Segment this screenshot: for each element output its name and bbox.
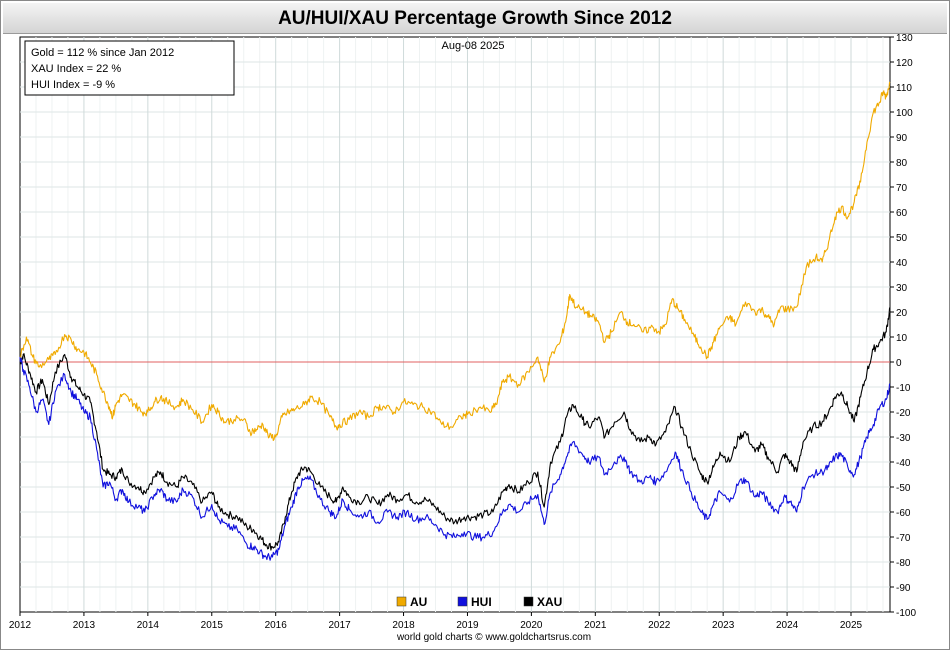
y-tick-label: -70	[896, 533, 911, 544]
y-tick-label: -80	[896, 558, 911, 569]
y-tick-label: 130	[896, 33, 913, 44]
y-tick-label: -10	[896, 383, 911, 394]
y-tick-label: -60	[896, 508, 911, 519]
y-tick-label: 70	[896, 183, 908, 194]
x-tick-label: 2021	[584, 620, 607, 631]
x-tick-label: 2016	[265, 620, 288, 631]
x-tick-label: 2015	[201, 620, 224, 631]
legend-swatch-hui	[457, 596, 468, 607]
y-tick-label: 110	[896, 83, 912, 94]
series-line-au	[19, 81, 891, 442]
y-tick-label: 10	[896, 333, 908, 344]
series-line-hui	[19, 356, 891, 561]
credit-text: world gold charts © www.goldchartsrus.co…	[396, 632, 591, 643]
stats-line-xau: XAU Index = 22 %	[31, 63, 121, 75]
y-tick-label: -40	[896, 458, 911, 469]
grid	[20, 37, 890, 612]
title-bar: AU/HUI/XAU Percentage Growth Since 2012	[3, 3, 947, 34]
y-tick-label: 50	[896, 233, 908, 244]
x-tick-label: 2014	[137, 620, 160, 631]
y-tick-label: -50	[896, 483, 911, 494]
y-tick-label: 100	[896, 108, 913, 119]
y-tick-label: 20	[896, 308, 908, 319]
legend-label-hui: HUI	[471, 595, 492, 609]
y-tick-label: -100	[896, 608, 916, 619]
y-tick-label: 60	[896, 208, 908, 219]
chart-title: AU/HUI/XAU Percentage Growth Since 2012	[278, 8, 672, 29]
y-tick-label: 120	[896, 58, 913, 69]
x-tick-label: 2012	[9, 620, 32, 631]
series-group	[19, 81, 891, 561]
y-tick-label: 40	[896, 258, 908, 269]
x-tick-label: 2017	[328, 620, 351, 631]
y-tick-label: 80	[896, 158, 908, 169]
legend-swatch-au	[396, 596, 407, 607]
x-tick-label: 2018	[392, 620, 415, 631]
y-tick-label: -20	[896, 408, 911, 419]
x-tick-label: 2022	[648, 620, 671, 631]
y-tick-label: 90	[896, 133, 908, 144]
y-tick-label: 30	[896, 283, 908, 294]
stats-line-hui: HUI Index = -9 %	[31, 79, 115, 91]
y-tick-label: -30	[896, 433, 911, 444]
x-tick-label: 2020	[520, 620, 543, 631]
y-axis: 1301201101009080706050403020100-10-20-30…	[890, 33, 916, 619]
stats-line-gold: Gold = 112 % since Jan 2012	[31, 47, 174, 59]
series-line-xau	[19, 306, 891, 551]
x-tick-label: 2024	[776, 620, 799, 631]
legend-label-xau: XAU	[537, 595, 562, 609]
y-tick-label: -90	[896, 583, 911, 594]
legend: AU HUI XAU	[396, 595, 562, 609]
x-tick-label: 2025	[840, 620, 863, 631]
x-tick-label: 2023	[712, 620, 735, 631]
x-tick-label: 2013	[73, 620, 96, 631]
stats-box	[24, 40, 235, 96]
plot-area	[19, 36, 891, 613]
x-axis: 2012 2013 2014 2015 2016 2017 2018 2019 2020 2021…	[9, 612, 863, 631]
y-tick-label: 0	[896, 358, 902, 369]
date-label: Aug-08 2025	[442, 40, 505, 52]
legend-swatch-xau	[523, 596, 534, 607]
x-tick-label: 2019	[456, 620, 479, 631]
legend-label-au: AU	[410, 595, 427, 609]
